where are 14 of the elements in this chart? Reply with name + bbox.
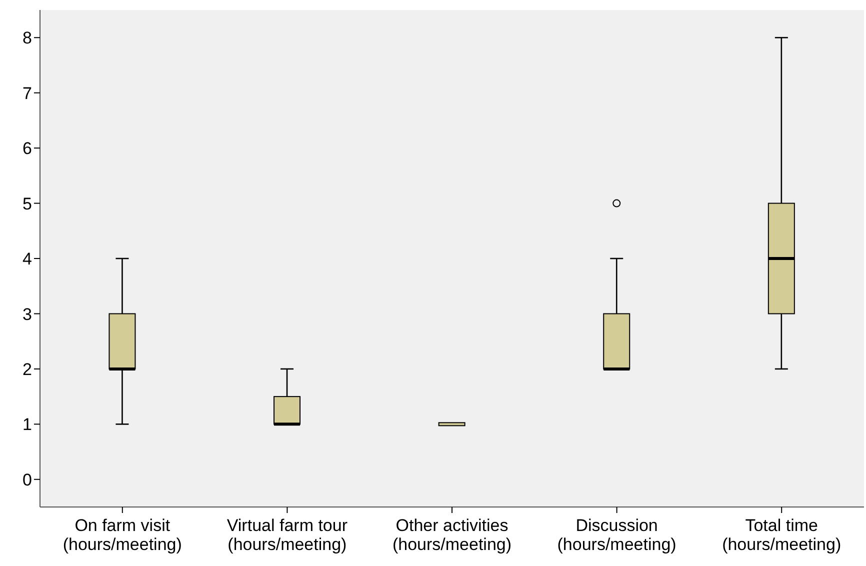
x-tick-label: On farm visit (hours/meeting) — [62, 516, 182, 554]
y-tick-label: 6 — [22, 139, 32, 158]
x-tick-label: Total time (hours/meeting) — [722, 516, 842, 554]
y-tick-label: 4 — [22, 250, 32, 269]
y-tick-label: 0 — [22, 470, 32, 490]
x-tick-label: Virtual farm tour (hours/meeting) — [226, 516, 348, 554]
x-tick-label: Other activities (hours/meeting) — [392, 516, 512, 554]
y-tick-label: 3 — [22, 304, 32, 324]
y-tick-label: 7 — [22, 84, 32, 103]
y-tick-label: 8 — [22, 28, 32, 48]
y-tick-label: 2 — [22, 360, 32, 379]
y-tick-label: 5 — [22, 194, 32, 214]
y-tick-label: 1 — [22, 415, 32, 434]
x-tick-label: Discussion (hours/meeting) — [557, 516, 676, 554]
